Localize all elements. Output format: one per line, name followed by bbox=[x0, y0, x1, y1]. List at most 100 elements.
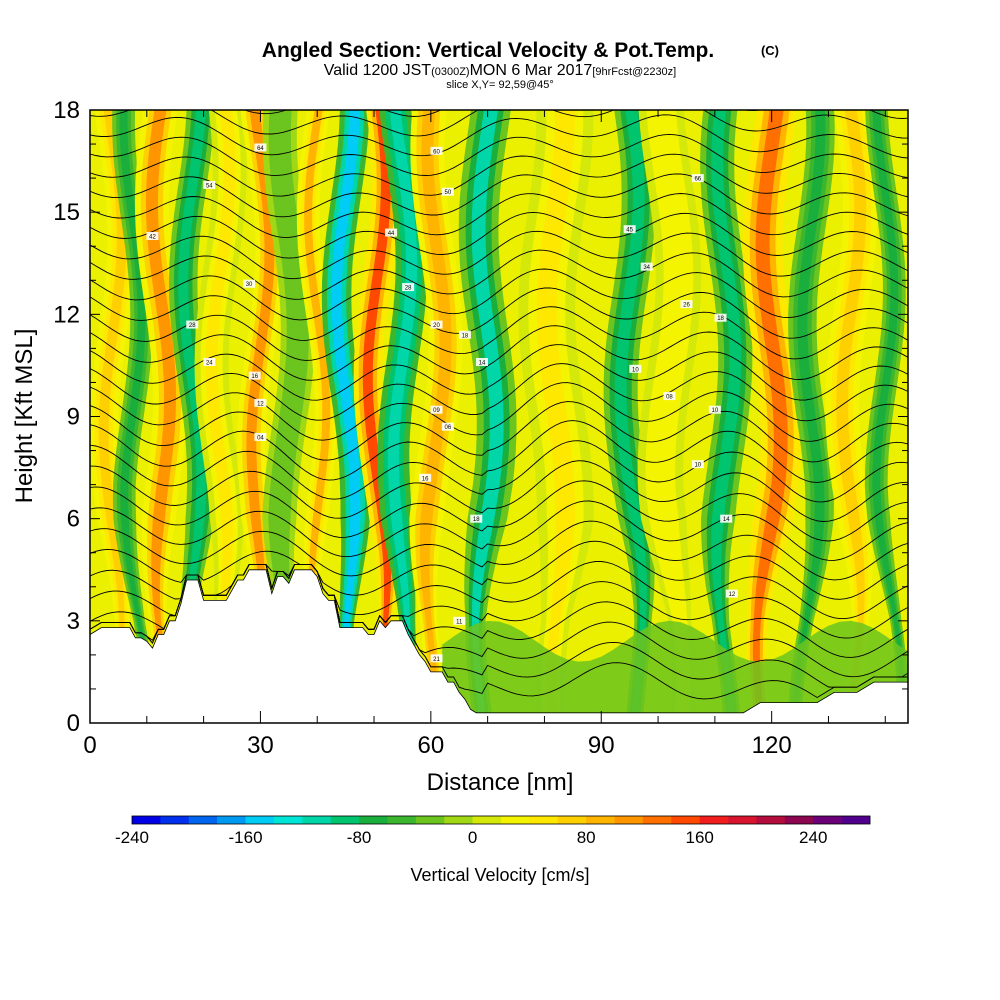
isentrope-line bbox=[90, 460, 908, 522]
isentrope-line bbox=[90, 153, 908, 198]
isentrope-label-box bbox=[248, 371, 261, 380]
colorbar-swatch bbox=[302, 816, 331, 824]
colorbar-swatch bbox=[387, 816, 417, 824]
isentrope-label-box bbox=[430, 146, 443, 155]
isentrope-line bbox=[90, 344, 908, 401]
colorbar-swatch bbox=[501, 816, 530, 824]
isentrope-line bbox=[90, 363, 908, 422]
colorbar-swatch bbox=[359, 816, 388, 824]
isentrope-line bbox=[90, 287, 908, 341]
y-tick-label: 6 bbox=[67, 506, 80, 533]
colorbar-frame bbox=[131, 815, 871, 825]
isentrope-label-box bbox=[720, 514, 733, 523]
colorbar-swatch bbox=[245, 816, 275, 824]
y-axis: 0 3 6 9 12 15 18 bbox=[53, 97, 908, 737]
colorbar-label: Vertical Velocity [cm/s] bbox=[410, 865, 589, 885]
y-tick-label: 9 bbox=[67, 404, 80, 431]
isentrope-label-box bbox=[470, 514, 483, 523]
colorbar-swatch bbox=[813, 816, 842, 824]
isentrope-line bbox=[90, 230, 908, 280]
x-axis: 0 30 60 90 120 bbox=[83, 110, 886, 759]
y-tick-label: 15 bbox=[53, 199, 80, 226]
velocity-band bbox=[652, 110, 688, 723]
isentrope-label-box bbox=[623, 225, 636, 234]
isentrope-line bbox=[90, 540, 908, 600]
colorbar-swatch bbox=[415, 816, 445, 824]
isentrope-label-box bbox=[254, 143, 267, 152]
subtitle-date: MON 6 Mar 2017 bbox=[470, 62, 593, 79]
velocity-band bbox=[711, 110, 742, 723]
isentrope-label: 21 bbox=[433, 657, 440, 663]
isentrope-label-box bbox=[708, 405, 721, 414]
x-tick-label: 30 bbox=[247, 732, 274, 759]
isentrope-label: 10 bbox=[694, 463, 701, 469]
isentrope-label: 64 bbox=[257, 146, 264, 152]
x-tick-label: 60 bbox=[417, 732, 444, 759]
colorbar-swatch bbox=[132, 816, 161, 824]
y-tick-label: 18 bbox=[53, 97, 80, 124]
colorbar-swatch bbox=[728, 816, 757, 824]
isentrope-label-box bbox=[441, 422, 454, 431]
isentrope-line bbox=[90, 268, 908, 321]
terrain bbox=[90, 569, 908, 723]
subtitle-utc: (0300Z) bbox=[431, 66, 470, 78]
isentrope-label-box bbox=[691, 174, 704, 183]
colorbar-swatch bbox=[160, 816, 190, 824]
isentrope-label-box bbox=[254, 432, 267, 441]
isentrope-line bbox=[90, 480, 908, 542]
colorbar-swatch bbox=[217, 816, 246, 824]
isentrope-line bbox=[90, 110, 908, 139]
isentrope-labels: 64 60 66 54 50 42 44 45 30 34 28 26 28 20 18 18 24 14 10 16… bbox=[146, 143, 738, 663]
isentrope-label: 60 bbox=[433, 149, 440, 155]
colorbar-swatch bbox=[472, 816, 502, 824]
velocity-band bbox=[872, 110, 904, 723]
colorbar-swatch bbox=[188, 816, 218, 824]
velocity-band bbox=[98, 110, 127, 723]
isentrope-label-box bbox=[186, 320, 199, 329]
isentrope-line bbox=[90, 211, 908, 259]
colorbar-swatch bbox=[330, 816, 360, 824]
velocity-band bbox=[536, 110, 576, 723]
isentrope-label: 06 bbox=[445, 425, 452, 431]
isentrope-line bbox=[90, 249, 908, 300]
velocity-band bbox=[246, 110, 275, 723]
isentrope-label: 28 bbox=[405, 286, 412, 292]
isentrope-line bbox=[90, 325, 908, 381]
subtitle-line: Valid 1200 JST (0300Z) MON 6 Mar 2017 [9… bbox=[324, 62, 677, 79]
isentrope-label: 09 bbox=[433, 408, 440, 414]
colorbar-swatch bbox=[699, 816, 729, 824]
subtitle-forecast: [9hrFcst@2230z] bbox=[592, 66, 676, 78]
colorbar-swatch bbox=[671, 816, 700, 824]
isentrope-label-box bbox=[441, 187, 454, 196]
isentrope-label: 30 bbox=[246, 282, 253, 288]
colorbar-swatch bbox=[756, 816, 786, 824]
isentrope-label-box bbox=[146, 232, 159, 241]
colorbar-tick-label: -80 bbox=[347, 828, 372, 847]
colorbar-swatch bbox=[529, 816, 559, 824]
isentrope-label: 18 bbox=[473, 517, 480, 523]
isentrope-line bbox=[90, 401, 908, 463]
isentrope-label: 18 bbox=[717, 316, 724, 322]
colorbar-tick-label: -160 bbox=[229, 828, 263, 847]
isentrope-label-box bbox=[254, 398, 267, 407]
subtitle-valid: Valid 1200 JST bbox=[324, 62, 432, 79]
isentrope-line bbox=[90, 382, 908, 442]
colorbar-swatch bbox=[614, 816, 644, 824]
x-tick-label: 0 bbox=[83, 732, 96, 759]
isentrope-label-box bbox=[629, 364, 642, 373]
velocity-band bbox=[836, 110, 867, 723]
x-axis-label: Distance [nm] bbox=[427, 769, 574, 796]
isentrope-line bbox=[90, 561, 908, 620]
isentrope-label-box bbox=[430, 405, 443, 414]
title-unit: (C) bbox=[761, 43, 779, 58]
isentrope-label: 10 bbox=[632, 367, 639, 373]
isentrope-label-box bbox=[203, 180, 216, 189]
y-tick-label: 12 bbox=[53, 301, 80, 328]
y-axis-label: Height [Kft MSL] bbox=[11, 329, 38, 504]
isentrope-label-box bbox=[663, 392, 676, 401]
velocity-band bbox=[119, 110, 152, 723]
colorbar-swatch bbox=[273, 816, 303, 824]
isentrope-label: 50 bbox=[445, 190, 452, 196]
isentrope-label: 12 bbox=[729, 592, 736, 598]
isentrope-line bbox=[90, 193, 908, 238]
